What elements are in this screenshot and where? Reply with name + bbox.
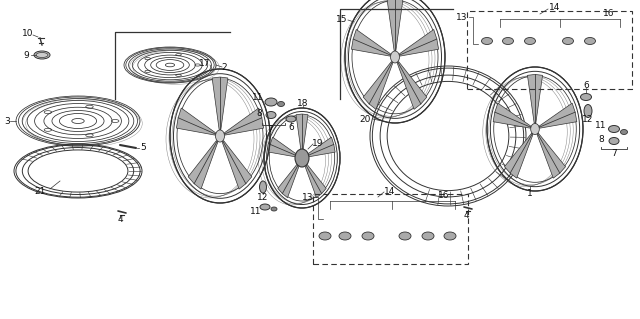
- Text: 19: 19: [312, 139, 324, 149]
- Ellipse shape: [271, 207, 277, 211]
- Ellipse shape: [299, 153, 305, 162]
- Bar: [313, 194, 468, 264]
- Text: 18: 18: [297, 99, 308, 108]
- Ellipse shape: [339, 232, 351, 240]
- Text: 16: 16: [438, 190, 450, 199]
- Text: 1: 1: [527, 189, 533, 197]
- Polygon shape: [527, 74, 543, 123]
- Text: 21: 21: [35, 187, 45, 196]
- Polygon shape: [303, 161, 326, 198]
- Text: 14: 14: [549, 4, 561, 12]
- Polygon shape: [188, 141, 218, 189]
- Text: 17: 17: [199, 58, 211, 68]
- Polygon shape: [222, 141, 252, 189]
- Text: 13: 13: [456, 12, 468, 21]
- Ellipse shape: [362, 232, 374, 240]
- Text: 8: 8: [256, 108, 262, 117]
- Polygon shape: [387, 0, 403, 50]
- Text: 9: 9: [23, 50, 29, 60]
- Ellipse shape: [216, 130, 225, 142]
- Ellipse shape: [266, 112, 276, 118]
- Text: 5: 5: [140, 144, 146, 152]
- Text: 12: 12: [257, 192, 269, 202]
- Polygon shape: [225, 108, 264, 135]
- Ellipse shape: [531, 123, 540, 135]
- Text: 20: 20: [359, 115, 371, 123]
- Ellipse shape: [399, 232, 411, 240]
- Text: 4: 4: [463, 211, 469, 219]
- Ellipse shape: [260, 204, 270, 210]
- Ellipse shape: [265, 98, 277, 106]
- Text: 11: 11: [595, 121, 607, 130]
- Ellipse shape: [278, 101, 285, 107]
- Text: 15: 15: [336, 14, 348, 24]
- Text: 6: 6: [288, 123, 294, 132]
- Text: 6: 6: [583, 81, 589, 91]
- Polygon shape: [177, 108, 216, 135]
- Text: 7: 7: [267, 124, 273, 133]
- Text: 11: 11: [252, 93, 264, 101]
- Ellipse shape: [481, 38, 493, 44]
- Ellipse shape: [609, 137, 619, 145]
- Ellipse shape: [319, 232, 331, 240]
- Ellipse shape: [286, 116, 296, 122]
- Ellipse shape: [390, 51, 399, 63]
- Ellipse shape: [584, 38, 595, 44]
- Polygon shape: [540, 103, 577, 128]
- Ellipse shape: [563, 38, 573, 44]
- Text: 3: 3: [4, 116, 10, 125]
- Ellipse shape: [34, 51, 50, 59]
- Polygon shape: [493, 103, 531, 128]
- Text: 14: 14: [384, 187, 396, 196]
- Polygon shape: [296, 114, 308, 153]
- Polygon shape: [399, 29, 438, 56]
- Polygon shape: [269, 137, 299, 157]
- Ellipse shape: [295, 149, 309, 167]
- Polygon shape: [504, 133, 533, 178]
- Ellipse shape: [422, 232, 434, 240]
- Text: 7: 7: [611, 150, 617, 159]
- Text: 4: 4: [117, 216, 123, 225]
- Ellipse shape: [259, 181, 266, 193]
- Polygon shape: [212, 77, 228, 130]
- Polygon shape: [351, 29, 390, 56]
- Text: 2: 2: [221, 63, 227, 71]
- Polygon shape: [278, 161, 300, 198]
- Text: 11: 11: [250, 206, 262, 216]
- Ellipse shape: [444, 232, 456, 240]
- Ellipse shape: [621, 130, 627, 135]
- Bar: [467, 11, 632, 89]
- Polygon shape: [537, 133, 566, 178]
- Ellipse shape: [580, 93, 591, 100]
- Text: 10: 10: [22, 29, 34, 39]
- Ellipse shape: [502, 38, 513, 44]
- Ellipse shape: [584, 105, 592, 117]
- Polygon shape: [305, 137, 335, 157]
- Polygon shape: [397, 62, 427, 109]
- Text: 16: 16: [604, 9, 615, 18]
- Ellipse shape: [609, 125, 620, 132]
- Text: 8: 8: [598, 136, 604, 145]
- Ellipse shape: [525, 38, 536, 44]
- Text: 12: 12: [582, 115, 594, 123]
- Polygon shape: [363, 62, 393, 109]
- Text: 13: 13: [302, 192, 314, 202]
